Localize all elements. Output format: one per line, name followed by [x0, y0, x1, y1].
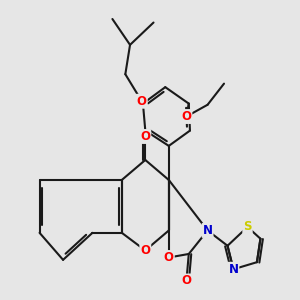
Text: O: O: [140, 244, 150, 257]
Text: O: O: [140, 130, 150, 143]
Text: S: S: [243, 220, 252, 233]
Text: O: O: [164, 251, 174, 264]
Text: O: O: [137, 95, 147, 108]
Text: O: O: [182, 274, 191, 287]
Text: O: O: [182, 110, 191, 123]
Text: N: N: [228, 263, 239, 276]
Text: N: N: [202, 224, 213, 237]
